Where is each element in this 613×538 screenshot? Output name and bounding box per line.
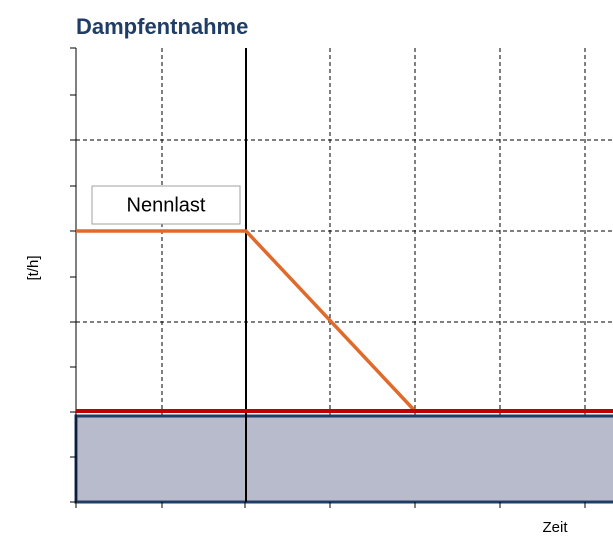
annotation: Nennlast xyxy=(127,194,206,216)
x-axis xyxy=(161,502,586,508)
load-curve xyxy=(76,229,417,413)
title: Dampfentnahme xyxy=(76,14,248,39)
y-axis xyxy=(70,47,77,508)
annotation-box xyxy=(91,185,241,225)
base-load-area xyxy=(74,414,613,504)
x-axis-label: Zeit xyxy=(542,519,568,536)
y-axis-label: [t/h] xyxy=(25,255,42,280)
